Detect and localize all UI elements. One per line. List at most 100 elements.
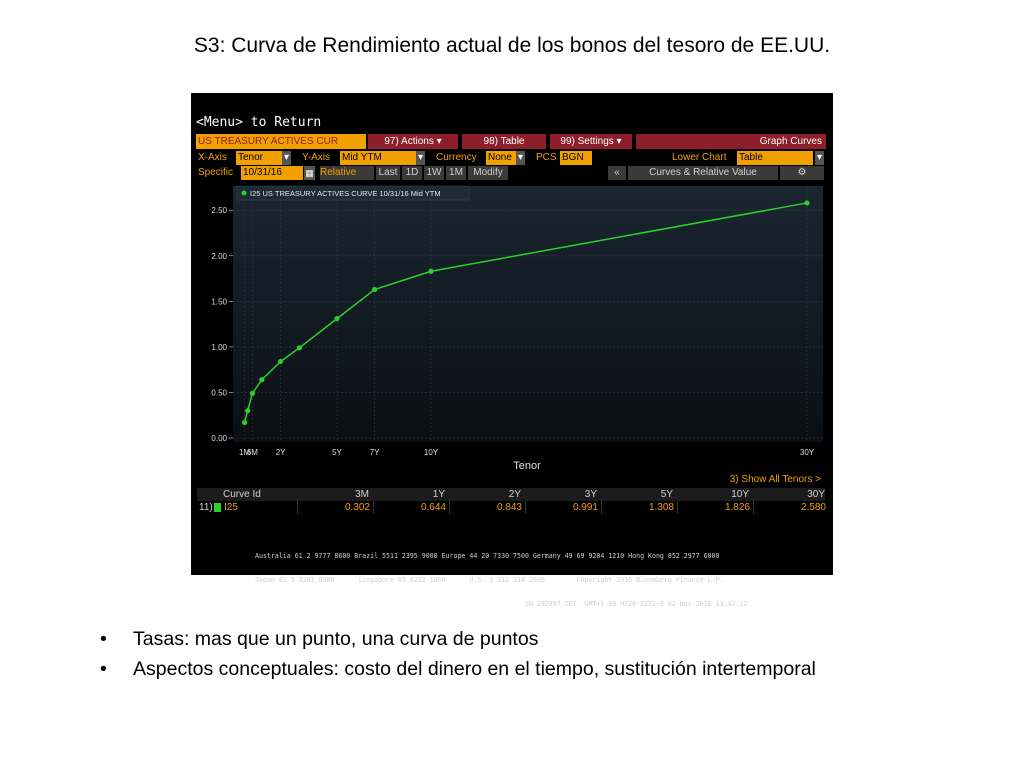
lower-chart-dropdown-icon[interactable]: ▾ [815, 151, 824, 165]
pcs-field[interactable]: BGN [560, 151, 592, 165]
lower-chart-select[interactable]: Table [737, 151, 813, 165]
data-point [249, 390, 255, 396]
y-tick-label: 1.00 [211, 343, 227, 352]
x-tick-label: 30Y [800, 448, 815, 457]
y-tick-label: 1.50 [211, 297, 227, 306]
1d-button[interactable]: 1D [402, 166, 422, 180]
chart-legend: I25 US TREASURY ACTIVES CURVE 10/31/16 M… [236, 185, 470, 201]
data-point [259, 377, 265, 383]
y-tick-label: 0.00 [211, 434, 227, 443]
footer-line-1: Australia 61 2 9777 8600 Brazil 5511 239… [255, 552, 720, 560]
bullet-list: • Tasas: mas que un punto, una curva de … [100, 628, 816, 688]
slide-title: S3: Curva de Rendimiento actual de los b… [193, 34, 831, 57]
date-field[interactable]: 10/31/16 [241, 166, 303, 180]
legend-text: I25 US TREASURY ACTIVES CURVE 10/31/16 M… [250, 189, 441, 198]
terminal-footer: Australia 61 2 9777 8600 Brazil 5511 239… [255, 536, 747, 616]
footer-line-2: Japan 81 3 3201 8900 Singapore 65 6212 1… [255, 576, 724, 584]
modify-button[interactable]: Modify [468, 166, 508, 180]
table-header-row: Curve Id 3M 1Y 2Y 3Y 5Y 10Y 30Y [197, 488, 825, 501]
date-settings-row: Specific 10/31/16 ▦ Relative Last 1D 1W … [196, 166, 826, 180]
data-point [241, 419, 248, 426]
last-button[interactable]: Last [376, 166, 400, 180]
data-point [334, 316, 340, 322]
table-button[interactable]: 98) Table [462, 134, 546, 149]
1w-button[interactable]: 1W [424, 166, 444, 180]
yield-value-cell: 0.302 [297, 501, 370, 514]
collapse-button[interactable]: « [608, 166, 626, 180]
data-point [804, 200, 810, 206]
col-header-tenor[interactable]: 10Y [731, 489, 749, 500]
yield-value-cell: 0.991 [525, 501, 598, 514]
x-tick-label: 5Y [332, 448, 342, 457]
yield-value-cell: 1.308 [601, 501, 674, 514]
curve-id-cell[interactable]: I25 [224, 502, 238, 513]
bullet-icon: • [100, 658, 107, 680]
table-row[interactable]: 11) I25 0.302 0.644 0.843 0.991 1.308 1.826 2.58… [197, 501, 826, 514]
curve-toolbar: US TREASURY ACTIVES CUR 97) Actions ▾ 98… [196, 134, 826, 149]
col-header-tenor[interactable]: 5Y [660, 489, 673, 500]
yaxis-label: Y-Axis [302, 152, 330, 163]
lower-chart-label: Lower Chart [672, 152, 727, 163]
grid-lines [233, 186, 823, 442]
currency-select[interactable]: None [486, 151, 516, 165]
col-header-tenor[interactable]: 1Y [432, 489, 445, 500]
settings-button[interactable]: 99) Settings ▾ [550, 134, 632, 149]
yaxis-dropdown-icon[interactable]: ▾ [416, 151, 425, 165]
currency-dropdown-icon[interactable]: ▾ [516, 151, 525, 165]
curves-relative-value-label: Curves & Relative Value [628, 166, 778, 180]
yield-value-cell: 2.580 [753, 501, 826, 514]
data-point [296, 345, 302, 351]
graph-curves-label: Graph Curves [636, 134, 826, 149]
actions-button[interactable]: 97) Actions ▾ [368, 134, 458, 149]
yield-curve-line [243, 202, 808, 423]
data-point [278, 358, 284, 365]
legend-marker [241, 190, 247, 196]
axis-settings-row: X-Axis Tenor ▾ Y-Axis Mid YTM ▾ Currency… [196, 151, 826, 165]
plot-area [233, 186, 823, 442]
y-tick-label: 0.50 [211, 388, 227, 397]
x-tick-label: 7Y [370, 448, 380, 457]
data-point [372, 286, 378, 293]
show-all-tenors-link[interactable]: 3) Show All Tenors > [730, 474, 821, 485]
x-tick-label: 2Y [276, 448, 286, 457]
yield-value-cell: 0.644 [373, 501, 446, 514]
calendar-icon[interactable]: ▦ [304, 166, 315, 180]
bullet-icon: • [100, 628, 107, 650]
y-tick-label: 2.50 [211, 206, 227, 215]
row-index: 11) [199, 502, 213, 513]
x-tick-label: 10Y [424, 448, 439, 457]
xaxis-select[interactable]: Tenor [236, 151, 282, 165]
bullet-text: Aspectos conceptuales: costo del dinero … [133, 658, 816, 680]
pcs-label: PCS [536, 152, 557, 163]
col-header-tenor[interactable]: 3M [355, 489, 369, 500]
footer-line-3: SN 292897 CET GMT+1:00 H720-2272-3 02-No… [255, 600, 748, 608]
1m-button[interactable]: 1M [446, 166, 466, 180]
curve-color-swatch [214, 503, 221, 512]
bullet-item: • Aspectos conceptuales: costo del diner… [100, 658, 816, 688]
col-header-tenor[interactable]: 2Y [508, 489, 521, 500]
menu-return-hint: <Menu> to Return [196, 115, 322, 130]
data-point [428, 268, 434, 274]
y-axis-ticks: 0.00 0.50 1.00 1.50 2.00 2.50 [211, 206, 233, 443]
yield-value-cell: 1.826 [677, 501, 750, 514]
yaxis-select[interactable]: Mid YTM [340, 151, 416, 165]
relative-label: Relative [320, 166, 374, 180]
x-tick-label: 6M [247, 448, 258, 457]
y-tick-label: 2.00 [211, 252, 227, 261]
gear-icon[interactable]: ⚙ [780, 166, 824, 180]
col-header-tenor[interactable]: 30Y [807, 489, 825, 500]
currency-label: Currency [436, 152, 477, 163]
col-header-curve-id[interactable]: Curve Id [223, 489, 261, 500]
data-point [245, 408, 251, 414]
data-points [241, 200, 810, 426]
bullet-text: Tasas: mas que un punto, una curva de pu… [133, 628, 539, 650]
x-tick-label: 1M [239, 448, 250, 457]
xaxis-dropdown-icon[interactable]: ▾ [282, 151, 291, 165]
curve-name-field[interactable]: US TREASURY ACTIVES CUR [196, 134, 366, 149]
yield-table: Curve Id 3M 1Y 2Y 3Y 5Y 10Y 30Y 11) I25 0.302 0.64… [197, 488, 826, 528]
x-axis-label: Tenor [513, 460, 541, 472]
xaxis-label: X-Axis [198, 152, 227, 163]
col-header-tenor[interactable]: 3Y [584, 489, 597, 500]
